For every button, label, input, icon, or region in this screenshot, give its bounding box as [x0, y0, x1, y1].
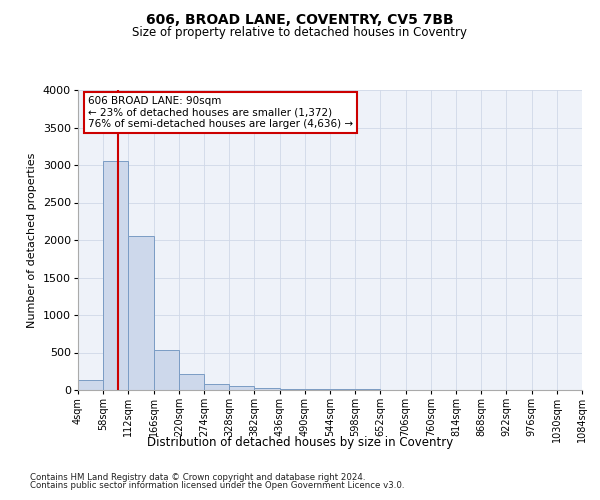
Bar [280, 388, 305, 390]
Bar [103, 161, 128, 390]
Text: Size of property relative to detached houses in Coventry: Size of property relative to detached ho… [133, 26, 467, 39]
Text: Distribution of detached houses by size in Coventry: Distribution of detached houses by size … [147, 436, 453, 449]
Bar [229, 386, 254, 390]
Text: 606 BROAD LANE: 90sqm
← 23% of detached houses are smaller (1,372)
76% of semi-d: 606 BROAD LANE: 90sqm ← 23% of detached … [88, 96, 353, 129]
Bar [128, 236, 154, 390]
Text: 606, BROAD LANE, COVENTRY, CV5 7BB: 606, BROAD LANE, COVENTRY, CV5 7BB [146, 12, 454, 26]
Bar [305, 389, 330, 390]
Bar [179, 374, 204, 390]
Text: Contains public sector information licensed under the Open Government Licence v3: Contains public sector information licen… [30, 481, 404, 490]
Bar [78, 380, 103, 390]
Bar [254, 388, 280, 390]
Y-axis label: Number of detached properties: Number of detached properties [28, 152, 37, 328]
Bar [330, 389, 355, 390]
Bar [204, 384, 229, 390]
Bar [154, 350, 179, 390]
Text: Contains HM Land Registry data © Crown copyright and database right 2024.: Contains HM Land Registry data © Crown c… [30, 472, 365, 482]
